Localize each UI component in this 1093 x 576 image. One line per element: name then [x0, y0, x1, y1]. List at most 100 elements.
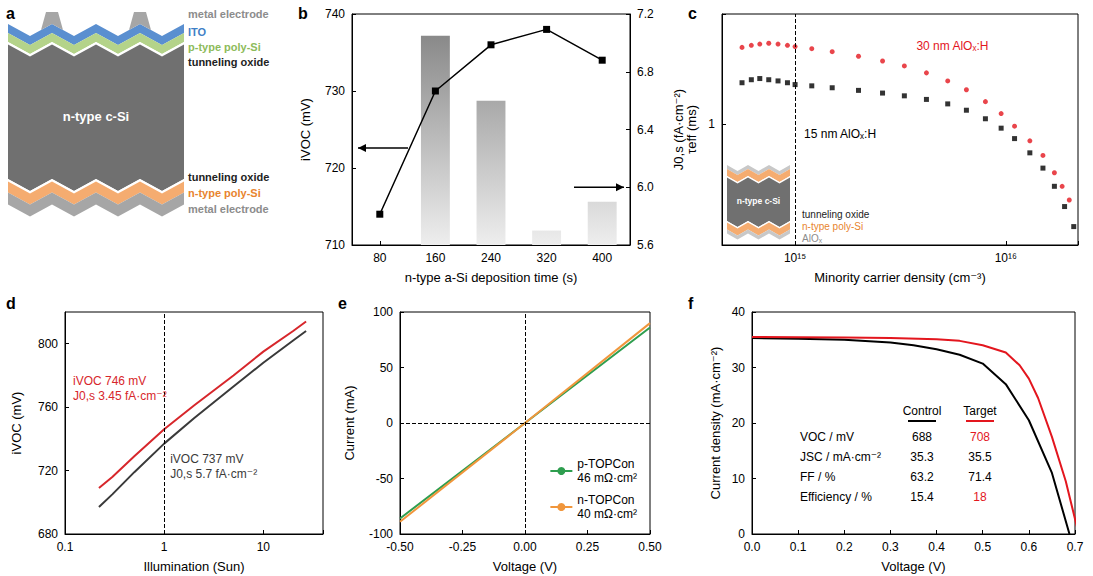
svg-text:Control: Control: [903, 404, 942, 418]
svg-text:JSC / mA·cm⁻²: JSC / mA·cm⁻²: [800, 450, 881, 464]
svg-text:40 mΩ·cm²: 40 mΩ·cm²: [577, 507, 637, 521]
svg-text:c: c: [688, 5, 697, 22]
svg-text:b: b: [298, 5, 308, 22]
svg-text:1: 1: [161, 540, 168, 554]
svg-text:40: 40: [732, 305, 746, 319]
svg-text:320: 320: [537, 251, 557, 265]
svg-text:30: 30: [732, 361, 746, 375]
svg-text:f: f: [688, 295, 694, 312]
svg-text:tunneling oxide: tunneling oxide: [802, 209, 870, 220]
svg-text:J0,s 3.45 fA·cm⁻²: J0,s 3.45 fA·cm⁻²: [73, 389, 167, 403]
svg-text:τeff (ms): τeff (ms): [684, 105, 699, 154]
svg-text:0.3: 0.3: [882, 540, 899, 554]
svg-text:50: 50: [380, 361, 394, 375]
svg-text:6.4: 6.4: [637, 123, 654, 137]
svg-text:0.2: 0.2: [836, 540, 853, 554]
svg-text:10¹⁶: 10¹⁶: [995, 251, 1017, 265]
svg-text:metal electrode: metal electrode: [188, 203, 269, 215]
svg-text:680: 680: [38, 527, 58, 541]
svg-text:Current (mA): Current (mA): [342, 385, 357, 460]
svg-text:J0,s 5.7 fA·cm⁻²: J0,s 5.7 fA·cm⁻²: [170, 467, 257, 481]
svg-text:VOC / mV: VOC / mV: [800, 430, 854, 444]
svg-text:Voltage (V): Voltage (V): [493, 559, 557, 574]
svg-text:n-type c-Si: n-type c-Si: [63, 109, 129, 124]
svg-text:a: a: [6, 5, 15, 22]
svg-text:ITO: ITO: [188, 26, 207, 38]
svg-text:-0.50: -0.50: [386, 540, 414, 554]
svg-text:Minority carrier density (cm⁻³: Minority carrier density (cm⁻³): [814, 270, 986, 285]
svg-text:Illumination (Sun): Illumination (Sun): [143, 559, 244, 574]
svg-text:1: 1: [708, 117, 715, 131]
svg-text:0.00: 0.00: [513, 540, 537, 554]
svg-text:-50: -50: [376, 472, 394, 486]
svg-text:688: 688: [912, 430, 932, 444]
svg-text:5.6: 5.6: [637, 238, 654, 252]
svg-text:160: 160: [425, 251, 445, 265]
svg-text:0.0: 0.0: [744, 540, 761, 554]
svg-text:6.8: 6.8: [637, 65, 654, 79]
svg-text:FF / %: FF / %: [800, 470, 836, 484]
svg-text:J0,s (fA·cm⁻²): J0,s (fA·cm⁻²): [671, 88, 686, 171]
svg-text:710: 710: [325, 238, 345, 252]
svg-text:63.2: 63.2: [910, 470, 934, 484]
svg-text:720: 720: [38, 464, 58, 478]
svg-text:400: 400: [592, 251, 612, 265]
svg-text:n-TOPCon: n-TOPCon: [577, 493, 634, 507]
svg-text:n-type c-Si: n-type c-Si: [737, 196, 780, 206]
svg-text:740: 740: [325, 7, 345, 21]
svg-text:0.1: 0.1: [57, 540, 74, 554]
svg-text:730: 730: [325, 84, 345, 98]
svg-text:0: 0: [738, 527, 745, 541]
svg-text:240: 240: [481, 251, 501, 265]
svg-text:46 mΩ·cm²: 46 mΩ·cm²: [577, 471, 637, 485]
svg-text:p-type poly-Si: p-type poly-Si: [188, 41, 261, 53]
svg-text:0.7: 0.7: [1067, 540, 1084, 554]
svg-text:tunneling oxide: tunneling oxide: [188, 171, 269, 183]
svg-text:iVOC (mV): iVOC (mV): [298, 98, 313, 161]
svg-text:10: 10: [732, 472, 746, 486]
svg-text:35.3: 35.3: [910, 450, 934, 464]
svg-text:10: 10: [257, 540, 271, 554]
svg-text:iVOC 746 mV: iVOC 746 mV: [73, 374, 146, 388]
svg-text:708: 708: [970, 430, 990, 444]
svg-text:71.4: 71.4: [968, 470, 992, 484]
svg-text:n-type poly-Si: n-type poly-Si: [188, 187, 261, 199]
svg-text:100: 100: [373, 305, 393, 319]
svg-text:d: d: [6, 295, 16, 312]
svg-text:iVOC (mV): iVOC (mV): [9, 392, 24, 455]
svg-text:20: 20: [732, 416, 746, 430]
svg-text:18: 18: [973, 490, 987, 504]
svg-text:35.5: 35.5: [968, 450, 992, 464]
svg-text:Efficiency / %: Efficiency / %: [800, 490, 872, 504]
svg-text:10¹⁵: 10¹⁵: [784, 251, 806, 265]
svg-text:tunneling oxide: tunneling oxide: [188, 56, 269, 68]
svg-text:0: 0: [386, 416, 393, 430]
svg-text:0.6: 0.6: [1021, 540, 1038, 554]
svg-text:Voltage (V): Voltage (V): [881, 559, 945, 574]
svg-text:AlOₓ: AlOₓ: [802, 233, 823, 244]
svg-text:7.2: 7.2: [637, 7, 654, 21]
svg-text:6.0: 6.0: [637, 180, 654, 194]
svg-text:metal electrode: metal electrode: [188, 8, 269, 20]
svg-text:n-type a-Si deposition time (s: n-type a-Si deposition time (s): [405, 270, 578, 285]
svg-text:720: 720: [325, 161, 345, 175]
svg-text:30 nm AlOₓ:H: 30 nm AlOₓ:H: [916, 39, 988, 53]
svg-text:800: 800: [38, 337, 58, 351]
svg-text:0.25: 0.25: [576, 540, 600, 554]
svg-text:Current density (mA·cm⁻²): Current density (mA·cm⁻²): [708, 347, 723, 500]
svg-text:80: 80: [373, 251, 387, 265]
svg-text:0.50: 0.50: [638, 540, 662, 554]
svg-text:15 nm AlOₓ:H: 15 nm AlOₓ:H: [804, 127, 876, 141]
svg-text:Target: Target: [963, 404, 997, 418]
svg-text:0.5: 0.5: [974, 540, 991, 554]
svg-text:iVOC 737 mV: iVOC 737 mV: [170, 452, 243, 466]
svg-text:0.4: 0.4: [928, 540, 945, 554]
svg-text:760: 760: [38, 400, 58, 414]
svg-text:p-TOPCon: p-TOPCon: [577, 457, 634, 471]
svg-text:n-type poly-Si: n-type poly-Si: [802, 221, 863, 232]
svg-text:e: e: [338, 295, 347, 312]
svg-text:-0.25: -0.25: [449, 540, 477, 554]
svg-text:-100: -100: [369, 527, 393, 541]
svg-text:0.1: 0.1: [790, 540, 807, 554]
svg-text:15.4: 15.4: [910, 490, 934, 504]
